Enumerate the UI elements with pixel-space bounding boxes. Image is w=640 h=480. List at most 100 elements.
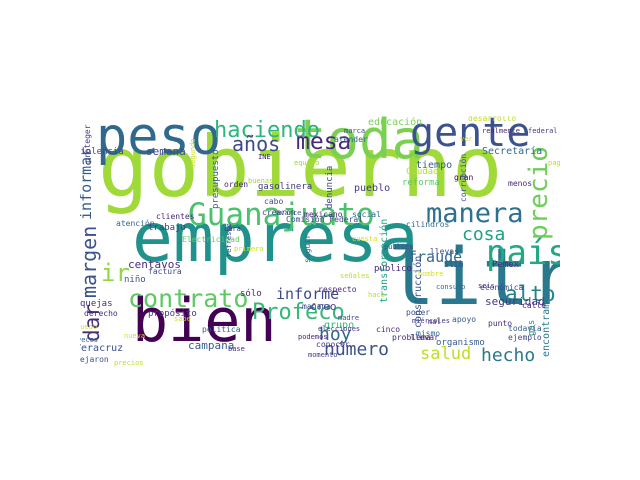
- cloud-word: seis: [478, 282, 495, 290]
- cloud-word: clientes: [156, 212, 195, 221]
- cloud-word: manera: [426, 198, 524, 229]
- cloud-word: semana: [146, 145, 186, 158]
- cloud-word: ejemplo: [508, 333, 542, 342]
- cloud-word: buenas: [248, 177, 274, 185]
- cloud-word: cinco: [376, 325, 401, 334]
- cloud-word: desarrollo: [468, 116, 517, 123]
- cloud-word: organismo: [436, 338, 485, 348]
- cloud-word: llevas: [430, 247, 459, 256]
- cloud-word: toda: [294, 116, 425, 171]
- cloud-word: propósito: [148, 309, 197, 319]
- cloud-word: hombre: [418, 270, 444, 278]
- cloud-word: Slim: [444, 260, 464, 269]
- cloud-word: calle: [522, 301, 547, 310]
- cloud-word: seguridad: [485, 295, 545, 308]
- cloud-word: presupuesto: [211, 149, 221, 209]
- cloud-word: sólo: [240, 289, 262, 299]
- cloud-word: marca: [344, 127, 366, 135]
- cloud-word: hace: [368, 291, 385, 299]
- cloud-word: avance: [276, 209, 302, 217]
- cloud-word: nueva: [124, 332, 146, 340]
- cloud-word: trabajo: [148, 223, 186, 233]
- cloud-word: segundo: [189, 138, 197, 168]
- cloud-word: quejas: [80, 299, 113, 309]
- cloud-word: orden: [224, 180, 249, 189]
- cloud-word: elecciones: [318, 325, 361, 333]
- cloud-word: informe: [276, 285, 340, 303]
- cloud-word: federal: [528, 127, 558, 135]
- cloud-word: contrato: [128, 284, 249, 313]
- cloud-word: Comisión Federal: [286, 215, 364, 224]
- cloud-word: reforma: [402, 178, 440, 188]
- cloud-word: crearon: [262, 208, 296, 217]
- cloud-word: tiempo: [416, 160, 453, 171]
- cloud-word: INE: [258, 153, 271, 161]
- cloud-word: Veracruz: [80, 343, 124, 354]
- cloud-word: país: [486, 233, 560, 273]
- cloud-word: alto: [505, 282, 556, 306]
- cloud-word: base: [228, 345, 245, 353]
- cloud-word: pública: [384, 243, 414, 251]
- cloud-word: equipo: [294, 159, 320, 167]
- cloud-word: gasolinera: [258, 182, 313, 192]
- cloud-word: fraude: [408, 248, 463, 266]
- cloud-word: factura: [148, 267, 182, 276]
- cloud-word: pagar: [548, 159, 560, 167]
- cloud-word: mexicano: [304, 210, 343, 219]
- cloud-word: Guanajuato: [188, 197, 375, 233]
- cloud-word: cara: [224, 225, 241, 233]
- cloud-word: centavos: [128, 258, 181, 271]
- cloud-word: mal: [428, 318, 441, 326]
- cloud-word: refresco: [225, 223, 233, 257]
- cloud-word: campaña: [188, 339, 235, 352]
- cloud-word: salud: [420, 344, 472, 364]
- cloud-word: Pemex: [492, 260, 520, 270]
- cloud-word: hecho: [481, 345, 536, 366]
- cloud-word: litro: [388, 233, 560, 323]
- cloud-word: ver: [460, 135, 473, 143]
- cloud-word: punto: [488, 319, 513, 328]
- cloud-word: primero: [234, 245, 264, 253]
- cloud-word: educación: [368, 117, 423, 128]
- cloud-word: número: [324, 339, 390, 360]
- cloud-word: pueblo: [354, 183, 391, 194]
- cloud-word: margen: [80, 225, 101, 298]
- cloud-word: denuncia: [325, 165, 335, 209]
- cloud-word: madre: [338, 314, 360, 322]
- cloud-word: años: [232, 132, 281, 156]
- cloud-word: política: [202, 325, 241, 334]
- cloud-word: Electricidad: [182, 235, 240, 244]
- cloud-word: señales: [340, 272, 370, 280]
- cloud-word: grupo: [324, 320, 355, 331]
- cloud-word: atención: [116, 219, 155, 228]
- cloud-word: puedo: [80, 323, 98, 331]
- cloud-word: gran: [454, 173, 474, 182]
- cloud-word: corrupción: [459, 153, 468, 202]
- cloud-word: niño: [124, 275, 146, 285]
- cloud-word: conocer: [316, 340, 350, 349]
- cloud-word: económica: [480, 283, 524, 292]
- cloud-word: cosa: [462, 224, 506, 245]
- cloud-word: podemos: [298, 333, 328, 341]
- cloud-word: creo: [310, 300, 337, 313]
- cloud-word: mismo: [416, 329, 441, 338]
- cloud-word: cilindros: [406, 220, 450, 229]
- cloud-word: social: [352, 210, 381, 219]
- cloud-word: cabo: [264, 197, 284, 206]
- cloud-word: haciendo: [214, 118, 320, 143]
- cloud-word: realmente: [482, 127, 520, 135]
- cloud-word: momento: [308, 351, 338, 359]
- cloud-word: ir: [101, 259, 130, 287]
- cloud-word: apoyo: [452, 315, 477, 324]
- cloud-word: mañana: [302, 302, 331, 311]
- cloud-word: atender: [334, 135, 368, 144]
- cloud-word: derecho: [84, 309, 118, 318]
- cloud-word: peso: [96, 116, 222, 167]
- cloud-word: miércoles: [412, 317, 450, 325]
- cloud-word: consumo: [436, 283, 466, 291]
- cloud-word: gobierno: [98, 118, 503, 216]
- cloud-word: público: [374, 264, 412, 274]
- cloud-word: gente: [410, 116, 531, 156]
- cloud-word: menos: [508, 179, 533, 188]
- cloud-word: bien: [132, 286, 277, 356]
